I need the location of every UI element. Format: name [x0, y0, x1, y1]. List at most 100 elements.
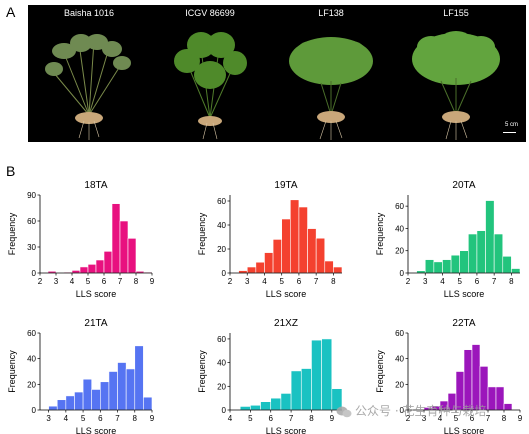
plant-label-icgv: ICGV 86699: [185, 8, 235, 18]
bar: [298, 206, 308, 274]
bar: [281, 218, 291, 274]
x-axis-label: LLS score: [444, 426, 485, 434]
y-axis-label: Frequency: [7, 212, 17, 255]
x-tick-label: 5: [279, 277, 284, 286]
chart-5: 22TA 2 3 4 5 6 7 8 9 0 20 40 60 LLS score Frequency: [375, 318, 523, 434]
bar: [502, 255, 512, 274]
chart-title: 22TA: [452, 318, 475, 329]
bar: [424, 259, 435, 274]
x-tick-label: 3: [54, 277, 59, 286]
x-tick-label: 2: [38, 277, 43, 286]
x-tick-label: 3: [423, 277, 428, 286]
plant-image-icgv: [174, 32, 247, 140]
y-axis-label: Frequency: [197, 212, 207, 255]
bar: [134, 345, 144, 411]
bar: [290, 370, 302, 411]
y-tick-label: 60: [27, 329, 36, 338]
x-tick-label: 2: [228, 277, 233, 286]
bar: [270, 397, 282, 411]
chart-3: 21TA 3 4 5 6 7 8 9 0 20 40 60 LLS score Frequency: [7, 318, 155, 434]
bar: [333, 266, 343, 274]
y-tick-label: 20: [395, 247, 404, 256]
bar: [260, 401, 272, 411]
x-tick-label: 4: [70, 277, 75, 286]
x-tick-label: 9: [330, 414, 335, 423]
bar: [487, 386, 497, 411]
scale-bar: [503, 132, 516, 133]
bar: [127, 238, 137, 274]
x-tick-label: 7: [486, 414, 491, 423]
y-tick-label: 60: [217, 335, 226, 344]
x-tick-label: 6: [102, 277, 107, 286]
bar: [117, 362, 127, 411]
bar: [125, 368, 136, 411]
bar: [87, 264, 97, 274]
x-tick-label: 7: [118, 277, 123, 286]
y-axis-label: Frequency: [375, 212, 385, 255]
chart-title: 21XZ: [274, 318, 298, 329]
y-tick-label: 40: [395, 355, 404, 364]
y-tick-label: 40: [395, 224, 404, 233]
x-tick-label: 6: [297, 277, 302, 286]
bar: [476, 230, 486, 274]
x-tick-label: 9: [518, 414, 523, 423]
x-tick-label: 8: [509, 277, 514, 286]
y-tick-label: 20: [27, 380, 36, 389]
bar: [108, 371, 118, 411]
chart-4: 21XZ 4 5 6 7 8 9 0 20 40 60 LLS score Frequency: [197, 318, 343, 434]
wechat-icon: [336, 406, 352, 417]
x-tick-label: 4: [64, 414, 69, 423]
x-tick-label: 8: [331, 277, 336, 286]
plant-label-baisha: Baisha 1016: [63, 8, 115, 18]
bar: [315, 237, 326, 274]
x-tick-label: 8: [133, 414, 138, 423]
x-tick-label: 6: [470, 414, 475, 423]
x-tick-label: 5: [86, 277, 91, 286]
watermark: 公众号 · 花生育种与栽培: [336, 402, 486, 419]
x-tick-label: 4: [262, 277, 267, 286]
chart-title: 20TA: [452, 180, 475, 191]
bar: [250, 404, 261, 411]
bar: [311, 339, 322, 411]
bar: [100, 381, 110, 411]
x-tick-label: 4: [228, 414, 233, 423]
bar: [119, 220, 129, 274]
bar: [485, 200, 495, 274]
x-axis-label: LLS score: [76, 289, 117, 299]
bar: [272, 239, 282, 274]
x-tick-label: 8: [134, 277, 139, 286]
y-tick-label: 0: [222, 406, 227, 415]
plant-image-lf155: [412, 31, 500, 140]
bar: [503, 403, 513, 411]
x-tick-label: 7: [289, 414, 294, 423]
y-tick-label: 60: [395, 202, 404, 211]
bar: [79, 266, 89, 274]
x-axis-label: LLS score: [76, 426, 117, 434]
bar: [463, 349, 473, 411]
bar: [290, 199, 300, 274]
bar: [111, 203, 121, 274]
x-axis-label: LLS score: [266, 289, 307, 299]
y-tick-label: 30: [27, 243, 36, 252]
x-tick-label: 3: [245, 277, 250, 286]
x-axis-label: LLS score: [266, 426, 307, 434]
x-tick-label: 4: [440, 277, 445, 286]
y-tick-label: 0: [32, 269, 37, 278]
bar: [74, 391, 84, 411]
x-tick-label: 2: [406, 277, 411, 286]
plant-photo: Baisha 1016 ICGV 86699 LF138 LF155: [28, 5, 526, 142]
bar: [324, 260, 334, 274]
bar: [82, 378, 92, 411]
x-tick-label: 2: [406, 414, 411, 423]
bar: [493, 233, 504, 274]
y-axis-label: Frequency: [375, 350, 385, 393]
x-tick-label: 8: [502, 414, 507, 423]
bar: [48, 405, 58, 411]
bar: [511, 268, 521, 274]
chart-title: 21TA: [84, 318, 107, 329]
bar: [246, 266, 257, 274]
bar: [471, 344, 481, 411]
chart-title: 19TA: [274, 180, 297, 191]
